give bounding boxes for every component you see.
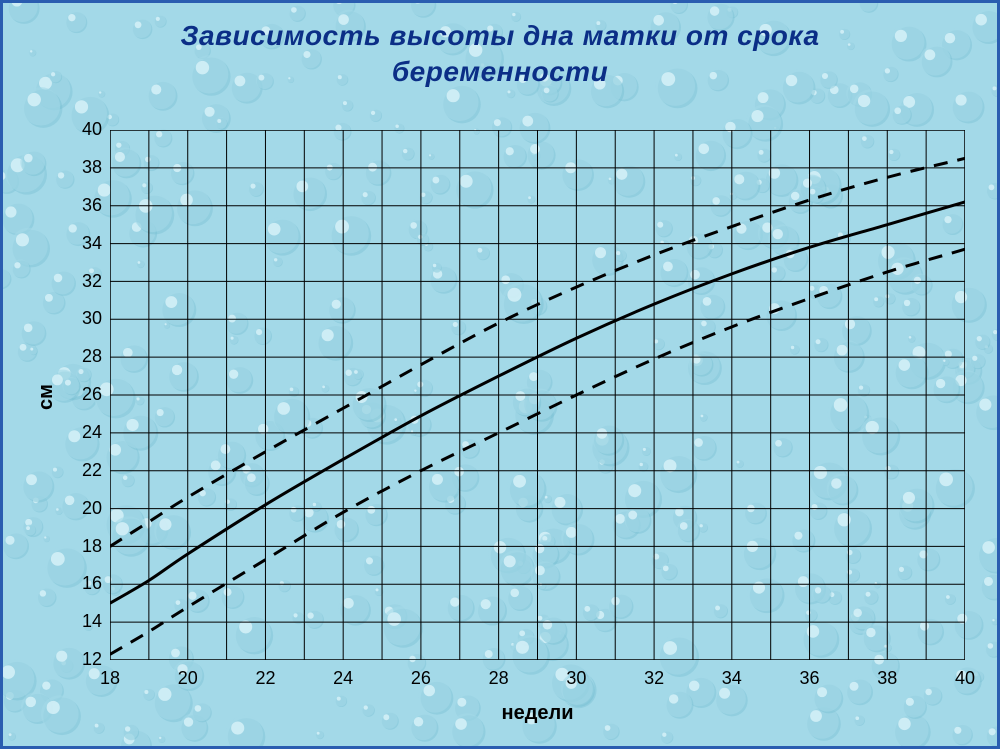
y-tick-label: 24: [66, 422, 102, 443]
y-tick-label: 16: [66, 573, 102, 594]
y-tick-label: 30: [66, 308, 102, 329]
y-tick-label: 34: [66, 233, 102, 254]
x-tick-label: 24: [323, 668, 363, 689]
y-tick-label: 36: [66, 195, 102, 216]
chart-overlay: Зависимость высоты дна матки от срока бе…: [0, 0, 1000, 749]
y-tick-label: 20: [66, 498, 102, 519]
x-tick-label: 38: [867, 668, 907, 689]
y-tick-label: 18: [66, 536, 102, 557]
x-axis-label: недели: [110, 702, 965, 725]
chart-title-line2: беременности: [0, 54, 1000, 90]
y-tick-label: 12: [66, 649, 102, 670]
gridlines: [110, 130, 965, 660]
y-tick-label: 38: [66, 157, 102, 178]
chart-title: Зависимость высоты дна матки от срока бе…: [0, 18, 1000, 91]
x-tick-label: 20: [168, 668, 208, 689]
y-tick-label: 32: [66, 271, 102, 292]
x-tick-label: 26: [401, 668, 441, 689]
y-tick-label: 14: [66, 611, 102, 632]
y-tick-label: 28: [66, 346, 102, 367]
x-tick-label: 40: [945, 668, 985, 689]
y-tick-label: 22: [66, 460, 102, 481]
x-tick-label: 32: [634, 668, 674, 689]
x-tick-label: 36: [790, 668, 830, 689]
y-axis-label: см: [35, 384, 58, 410]
chart-frame: Зависимость высоты дна матки от срока бе…: [0, 0, 1000, 749]
plot-area: [110, 130, 965, 660]
chart-title-line1: Зависимость высоты дна матки от срока: [0, 18, 1000, 54]
x-tick-label: 22: [245, 668, 285, 689]
x-tick-label: 34: [712, 668, 752, 689]
x-tick-label: 28: [479, 668, 519, 689]
y-tick-label: 40: [66, 119, 102, 140]
x-tick-label: 30: [556, 668, 596, 689]
y-tick-label: 26: [66, 384, 102, 405]
x-tick-label: 18: [90, 668, 130, 689]
